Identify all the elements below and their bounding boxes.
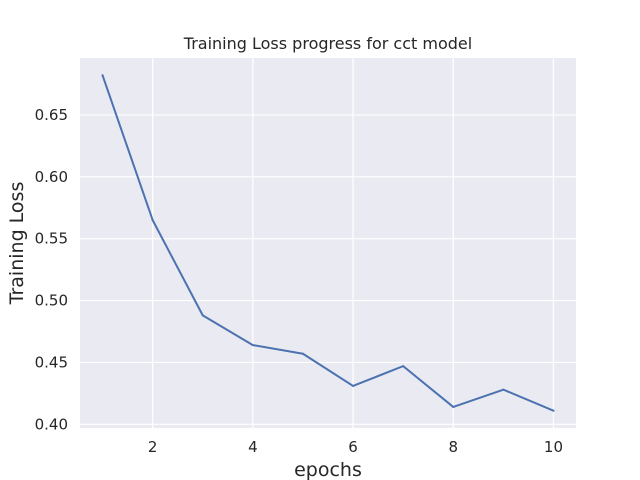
x-tick-label: 6	[348, 438, 358, 456]
chart-title: Training Loss progress for cct model	[183, 34, 472, 53]
data-point	[552, 409, 555, 412]
x-tick-label: 10	[544, 438, 563, 456]
y-tick-label: 0.60	[35, 168, 68, 186]
x-axis-title: epochs	[294, 459, 362, 480]
data-point	[452, 405, 455, 408]
data-point	[201, 314, 204, 317]
y-tick-label: 0.55	[35, 230, 68, 248]
y-tick-labels: 0.40 0.45 0.50 0.55 0.60 0.65	[35, 106, 68, 433]
x-tick-label: 2	[148, 438, 158, 456]
plot-area	[80, 58, 576, 428]
data-point	[352, 384, 355, 387]
data-point	[502, 388, 505, 391]
training-loss-line	[101, 74, 555, 412]
data-point	[301, 352, 304, 355]
data-point	[402, 365, 405, 368]
data-point	[251, 344, 254, 347]
y-tick-label: 0.65	[35, 106, 68, 124]
x-tick-labels: 2 4 6 8 10	[148, 438, 563, 456]
x-tick-label: 4	[248, 438, 258, 456]
data-point	[101, 74, 104, 77]
y-tick-label: 0.50	[35, 292, 68, 310]
x-tick-label: 8	[448, 438, 458, 456]
y-tick-label: 0.45	[35, 353, 68, 371]
y-tick-label: 0.40	[35, 415, 68, 433]
y-axis-title: Training Loss	[6, 182, 28, 306]
series-layer	[101, 74, 555, 412]
data-point	[151, 219, 154, 222]
grid-lines	[80, 58, 576, 428]
